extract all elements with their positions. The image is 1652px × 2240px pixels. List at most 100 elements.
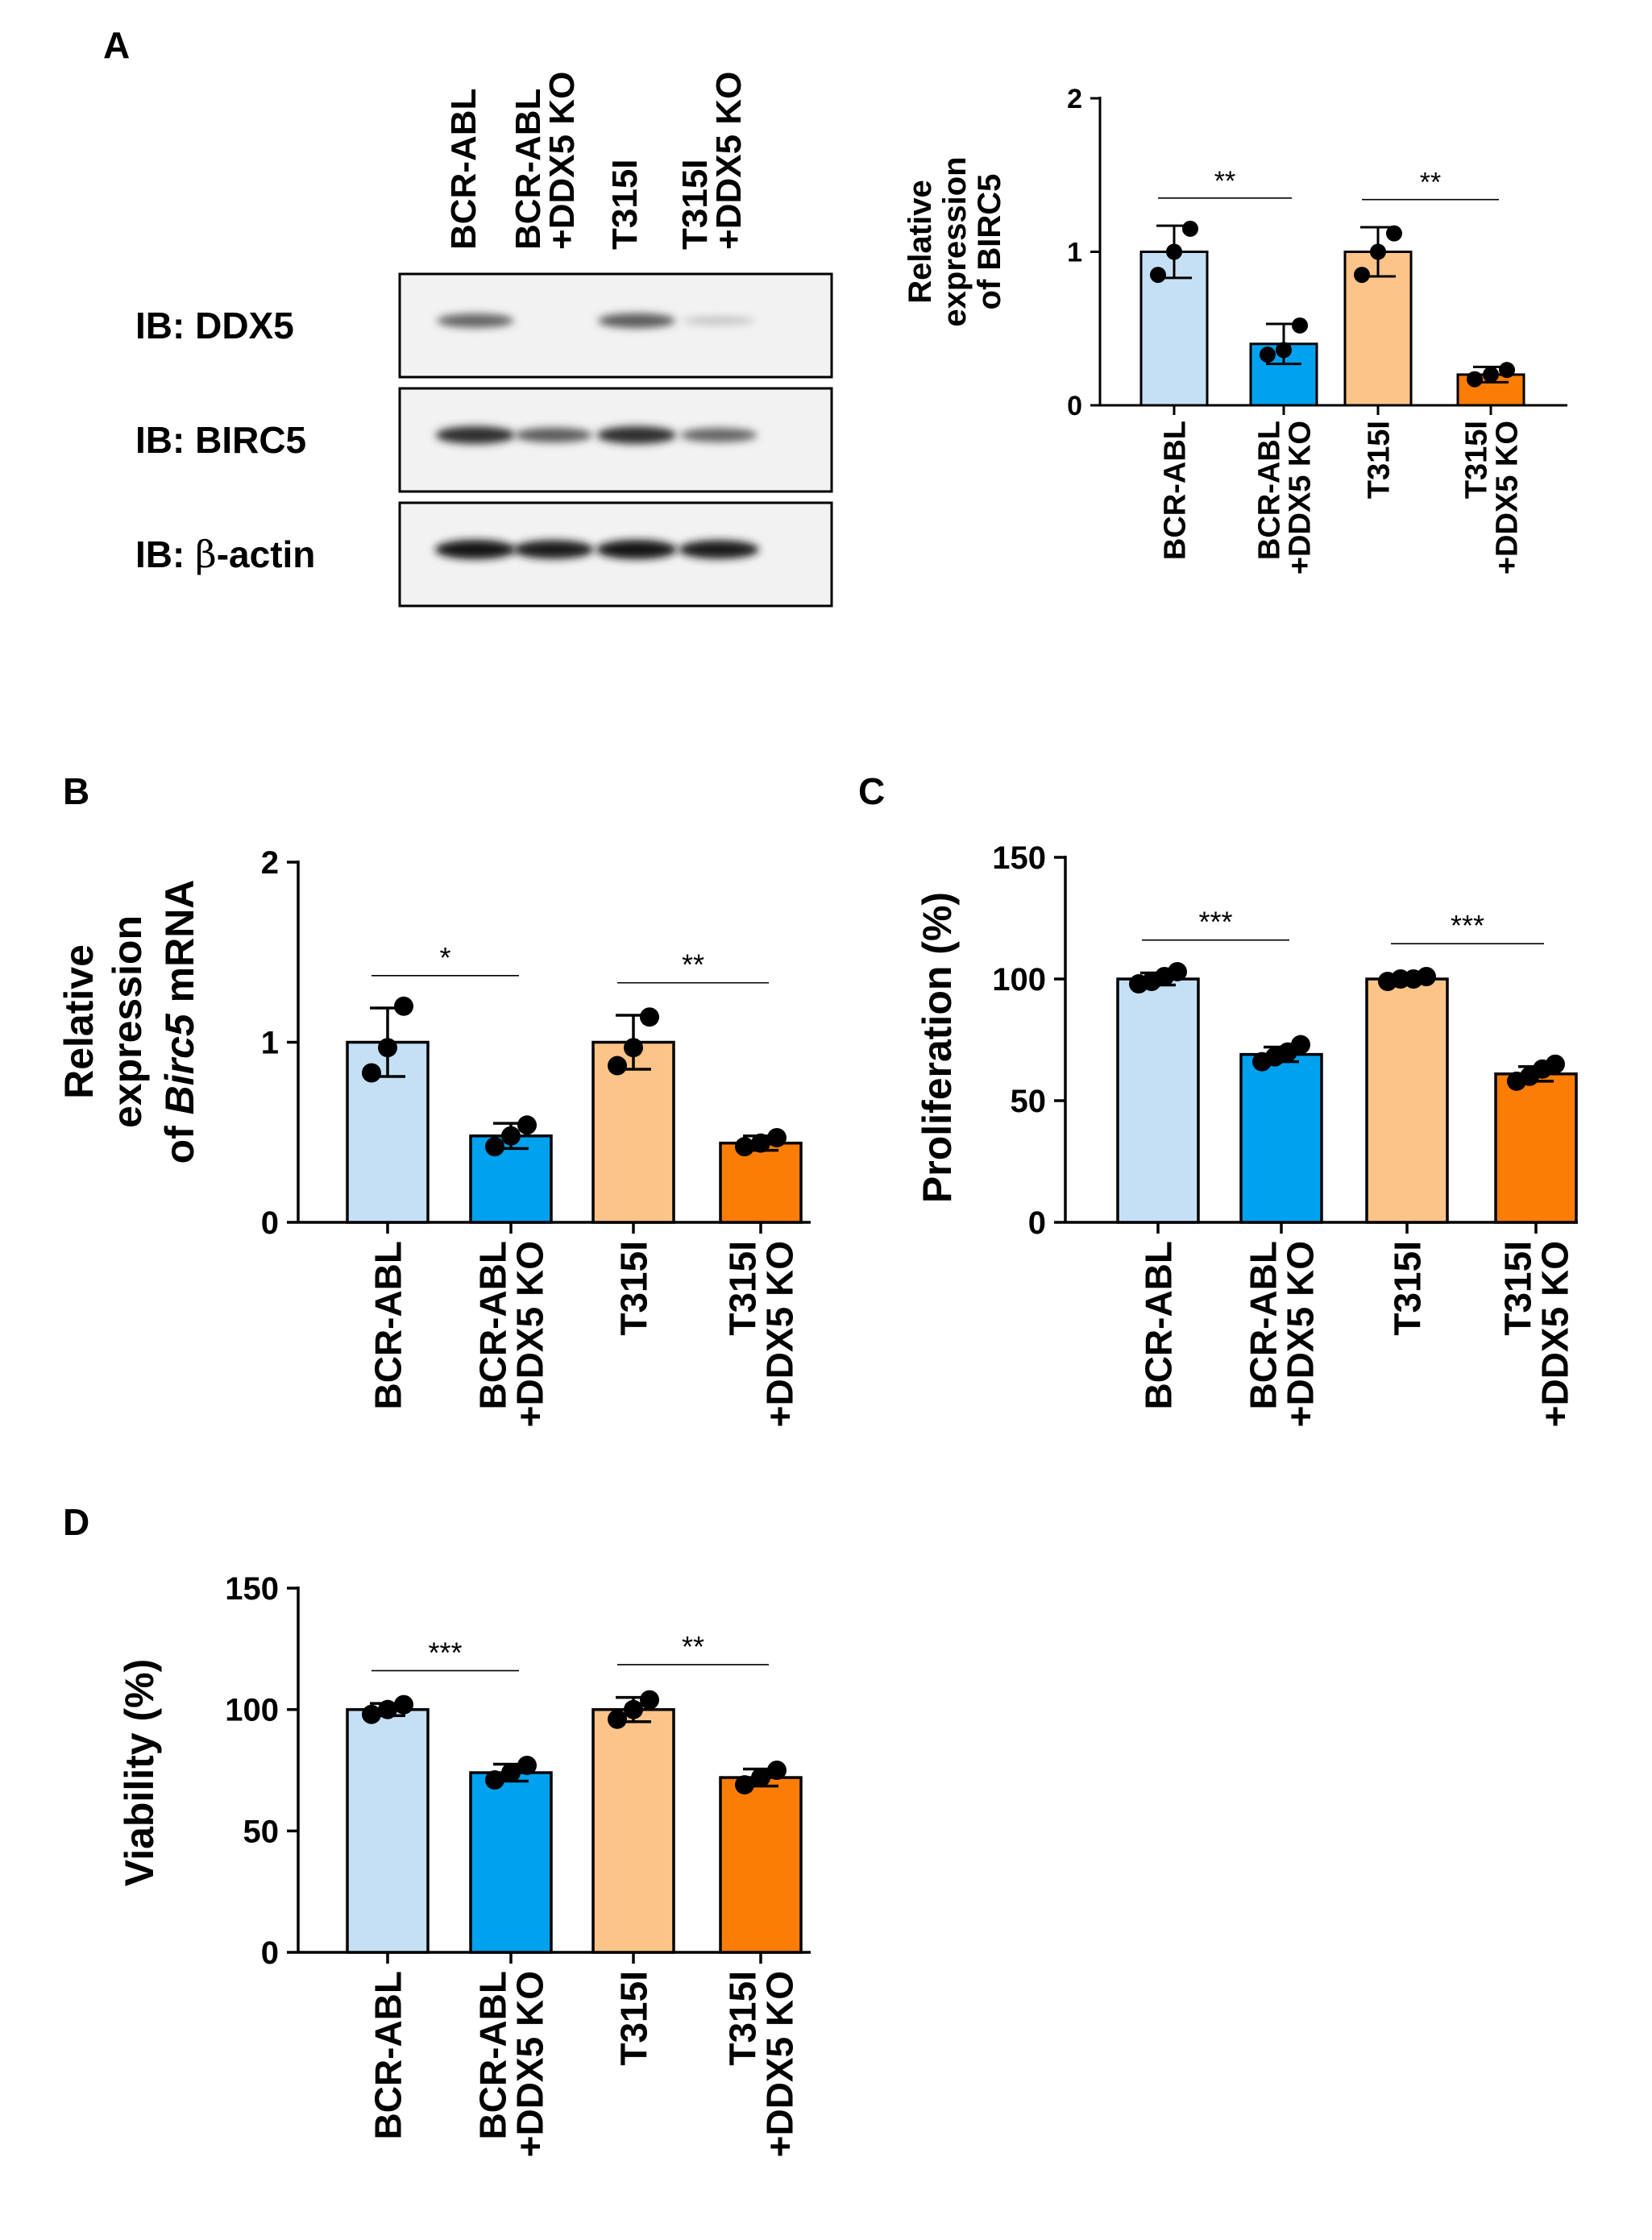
y-tick-label: 150 [225,1571,279,1607]
x-category-label-4: +DDX5 KO [1491,421,1525,575]
data-point [517,1115,537,1135]
data-point [1370,243,1386,260]
x-category-label-4: T315I [1497,1241,1539,1336]
bar-4 [719,1776,803,1954]
y-axis-label: expression [105,915,150,1128]
blot-band [437,313,514,328]
panel-letter-b: B [63,770,89,812]
blot-lane-label-3: T315I [605,159,645,250]
x-category-label-1: BCR-ABL [367,1971,409,2140]
y-tick-label: 1 [1067,237,1082,268]
data-point [1260,346,1276,363]
x-category-label-4: T315I [1460,421,1494,499]
x-category-label-4: +DDX5 KO [759,1971,801,2157]
significance-label: *** [428,1636,462,1669]
x-category-label-1: BCR-ABL [1159,421,1193,560]
y-tick-label: 50 [1011,1084,1047,1119]
significance-label: ** [682,1630,704,1663]
data-point [501,1126,521,1146]
data-point [1499,362,1515,379]
panel-letter-c: C [858,770,885,812]
data-point [608,1056,627,1076]
significance-label: *** [1451,909,1484,942]
data-point [735,1775,754,1795]
bar-2 [1239,1052,1323,1224]
x-category-label-2: +DDX5 KO [1284,421,1318,575]
bar-3 [591,1707,675,1954]
data-point [1483,366,1499,383]
bar-3 [1365,977,1449,1224]
blot-band [679,540,759,559]
x-category-label-2: +DDX5 KO [509,1971,551,2157]
data-point [640,1690,659,1710]
y-axis-label: Viability (%) [117,1659,162,1886]
blot-band [598,313,675,329]
data-point [394,996,413,1016]
blot-band [680,428,758,442]
x-category-label-4: T315I [722,1971,764,2066]
blot-band [596,540,677,559]
y-tick-label: 1 [261,1026,279,1061]
blot-band [513,540,594,559]
x-category-label-2: +DDX5 KO [509,1241,551,1427]
data-point [362,1063,381,1083]
y-axis-label: of BIRC5 [972,174,1007,310]
data-point [624,1038,643,1058]
data-point [1354,267,1370,284]
data-point [1168,961,1187,981]
data-point [1150,267,1166,284]
y-tick-label: 2 [261,845,279,881]
y-axis-label: Proliferation (%) [915,892,960,1203]
y-tick-label: 0 [1067,391,1082,421]
bar-1 [346,1707,430,1954]
y-tick-label: 0 [261,1205,279,1241]
data-point [1467,371,1483,388]
panel-letter-d: D [63,1501,89,1543]
y-axis-label: of Birc5 mRNA [157,880,202,1164]
y-tick-label: 100 [992,962,1046,998]
x-category-label-4: +DDX5 KO [759,1241,801,1427]
x-category-label-2: BCR-ABL [472,1971,514,2140]
data-point [767,1127,787,1147]
bar-3 [591,1040,675,1224]
y-tick-label: 0 [1028,1205,1046,1241]
blot-lane-label-4: +DDX5 KO [709,72,749,250]
x-category-label-2: BCR-ABL [1253,421,1287,560]
x-category-label-4: T315I [722,1241,764,1336]
western-blot: BCR-ABL BCR-ABL+DDX5 KO T315I T315I+DDX5 KO… [135,72,833,608]
data-point [1182,220,1198,237]
blot-row-label-1: IB: DDX5 [135,305,294,346]
significance-label: ** [682,948,704,981]
blot-lane-label-4: T315I [675,159,715,250]
significance-label: ** [1214,166,1235,197]
data-point [608,1709,627,1729]
data-point [624,1699,643,1719]
y-tick-label: 50 [243,1814,280,1849]
bar-2 [469,1771,553,1954]
x-category-label-2: +DDX5 KO [1280,1241,1322,1427]
data-point [1166,243,1182,260]
significance-label: *** [1198,906,1232,939]
data-point [1291,1035,1310,1055]
data-point [1276,342,1292,359]
data-point [751,1768,770,1788]
x-category-label-1: BCR-ABL [1138,1241,1180,1410]
blot-lane-label-2: BCR-ABL [508,89,548,250]
data-point [640,1007,659,1027]
blot-band [515,427,592,443]
data-point [1386,225,1402,242]
y-axis-label: expression [937,156,973,326]
y-tick-label: 150 [992,840,1046,876]
x-category-label-2: BCR-ABL [1243,1241,1285,1410]
blot-band [596,426,677,444]
blot-band [435,426,516,444]
y-tick-label: 0 [261,1935,279,1971]
blot-lane-label-1: BCR-ABL [444,89,484,250]
blot-band [682,316,756,326]
x-category-label-3: T315I [1387,1241,1429,1336]
data-point [485,1137,504,1157]
blot-row-label-2: IB: BIRC5 [135,419,306,461]
